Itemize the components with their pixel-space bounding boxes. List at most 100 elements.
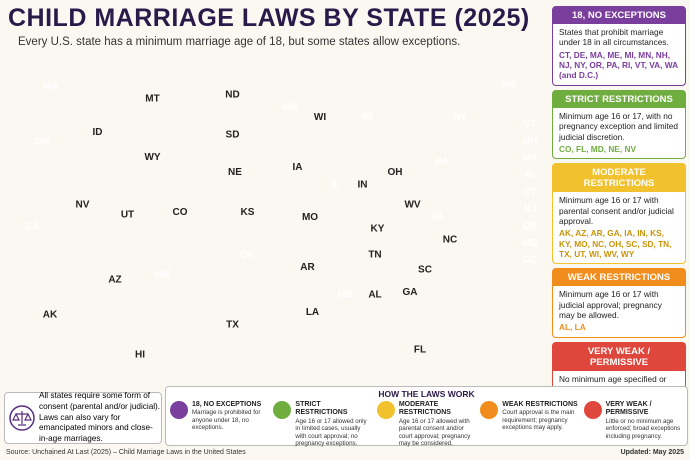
state-label: NV <box>76 200 90 211</box>
state-label: AK <box>43 310 58 321</box>
state-label: MO <box>302 212 318 223</box>
legend-title: WEAK RESTRICTIONS <box>553 269 685 287</box>
state-label: HI <box>135 350 145 361</box>
state-label: MA <box>522 153 538 164</box>
how-title: WEAK RESTRICTIONS <box>502 401 578 408</box>
note-box: All states require some form of consent … <box>4 391 162 444</box>
us-map: WA OR CA MN IL MI VA PA NY ME VT NH MA RI CT NJ DE DC CO NE… <box>25 80 538 361</box>
legend-title: MODERATE RESTRICTIONS <box>553 164 685 193</box>
title: CHILD MARRIAGE LAWS BY STATE (2025) <box>8 4 530 32</box>
state-label: CA <box>25 222 39 233</box>
state-label: MI <box>362 112 373 123</box>
how-text: Age 16 or 17 allowed only in limited cas… <box>295 417 367 448</box>
state-label: ID <box>93 127 103 138</box>
state-label: OH <box>388 167 403 178</box>
state-label: NE <box>228 167 242 178</box>
state-label: LA <box>306 307 319 318</box>
state-label: SC <box>418 265 432 276</box>
state-label: NM <box>155 270 171 281</box>
how-item: STRICT RESTRICTIONS Age 16 or 17 allowed … <box>273 401 372 448</box>
updated: Updated: May 2025 <box>620 449 684 456</box>
state-label: ND <box>225 90 239 101</box>
how-item: VERY WEAK / PERMISSIVE Little or no minim… <box>583 401 683 448</box>
state-label: PA <box>436 157 449 168</box>
state-label: WY <box>144 152 160 163</box>
state-label: TN <box>368 250 381 261</box>
legend-states: AK, AZ, AR, GA, IA, IN, KS, KY, MO, NC, … <box>559 228 672 260</box>
scale-icon <box>9 405 35 431</box>
state-label: VA <box>431 212 444 223</box>
state-label: MS <box>338 290 353 301</box>
state-label: KS <box>241 207 255 218</box>
state-label: OR <box>35 137 51 148</box>
legend-states: CO, FL, MD, NE, NV <box>559 143 636 154</box>
how-title: 18, NO EXCEPTIONS <box>192 401 262 408</box>
how-text: Court approval is the main requirement; … <box>502 409 575 432</box>
how-text-block: VERY WEAK / PERMISSIVE Little or no minim… <box>606 401 683 448</box>
state-label: AL <box>368 290 381 301</box>
legend-states: CT, DE, MA, ME, MI, MN, NH, NJ, NY, OR, … <box>559 49 678 81</box>
state-label: WI <box>314 112 326 123</box>
how-icon <box>273 401 292 419</box>
note-text: All states require some form of consent … <box>39 391 161 443</box>
legend-item: 18, NO EXCEPTIONS States that prohibit ma… <box>552 6 686 86</box>
legend-states: AL, LA <box>559 322 586 333</box>
how-text-block: STRICT RESTRICTIONS Age 16 or 17 allowed … <box>295 401 372 448</box>
state-label: DE <box>523 221 537 232</box>
state-label: MN <box>282 102 298 113</box>
how-text-block: MODERATE RESTRICTIONS Age 16 or 17 allowe… <box>399 401 476 448</box>
state-label: NJ <box>524 204 537 215</box>
legend-title: STRICT RESTRICTIONS <box>553 90 685 108</box>
state-label: ME <box>502 80 517 91</box>
legend-item: STRICT RESTRICTIONS Minimum age 16 or 17,… <box>552 89 686 160</box>
legend-description: Minimum age 16 or 17 with judicial appro… <box>559 289 662 321</box>
subtitle: Every U.S. state has a minimum marriage … <box>18 36 461 48</box>
state-label: IL <box>331 180 340 191</box>
how-icon <box>583 401 602 419</box>
state-label: VT <box>524 119 537 130</box>
state-label: OK <box>240 250 256 261</box>
state-label: MD <box>522 238 538 249</box>
how-text-block: 18, NO EXCEPTIONS Marriage is prohibited … <box>192 401 269 448</box>
how-title: STRICT RESTRICTIONS <box>295 401 348 417</box>
how-item: MODERATE RESTRICTIONS Age 16 or 17 allowe… <box>376 401 476 448</box>
state-label: RI <box>525 170 535 181</box>
state-label: AR <box>300 262 315 273</box>
legend-title: VERY WEAK / PERMISSIVE <box>553 342 685 371</box>
how-title: MODERATE RESTRICTIONS <box>398 401 451 417</box>
legend-title: 18, NO EXCEPTIONS <box>553 7 685 24</box>
how-laws-work: HOW THE LAWS WORK 18, NO EXCEPTIONS Marri… <box>165 386 688 447</box>
state-label: TX <box>226 320 239 331</box>
legend-description: Minimum age 16 or 17, with no pregnancy … <box>559 110 678 142</box>
legend-description: States that prohibit marriage under 18 i… <box>559 27 669 48</box>
how-text: Little or no minimum age enforced; broad… <box>605 417 681 440</box>
how-item: WEAK RESTRICTIONS Court approval is the m… <box>480 401 579 448</box>
legend: 18, NO EXCEPTIONS States that prohibit ma… <box>552 6 686 423</box>
state-label: GA <box>403 287 418 298</box>
state-label: SD <box>226 130 240 141</box>
state-label: WV <box>404 200 420 211</box>
state-label: KY <box>371 224 385 235</box>
how-text: Marriage is prohibited for anyone under … <box>192 409 261 432</box>
state-label: AZ <box>108 275 121 286</box>
legend-description: Minimum age 16 or 17 with parental conse… <box>559 195 674 226</box>
state-label: MT <box>145 94 159 105</box>
state-label: IN <box>358 180 368 191</box>
legend-item: MODERATE RESTRICTIONS Minimum age 16 or 1… <box>552 163 686 265</box>
state-label: UT <box>121 210 134 221</box>
state-label: NC <box>443 235 457 246</box>
state-label: IA <box>293 162 303 173</box>
how-icon <box>170 401 188 419</box>
how-icon <box>376 401 395 419</box>
how-icon <box>480 401 499 419</box>
state-label: FL <box>414 345 426 356</box>
state-label: CT <box>523 187 536 198</box>
how-text-block: WEAK RESTRICTIONS Court approval is the m… <box>502 401 579 448</box>
how-title: VERY WEAK / PERMISSIVE <box>605 401 652 417</box>
how-items: 18, NO EXCEPTIONS Marriage is prohibited … <box>166 399 687 450</box>
state-label: CO <box>173 207 188 218</box>
legend-item: WEAK RESTRICTIONS Minimum age 16 or 17 wi… <box>552 268 686 338</box>
state-label: NY <box>453 112 467 123</box>
state-label: WA <box>43 82 59 93</box>
